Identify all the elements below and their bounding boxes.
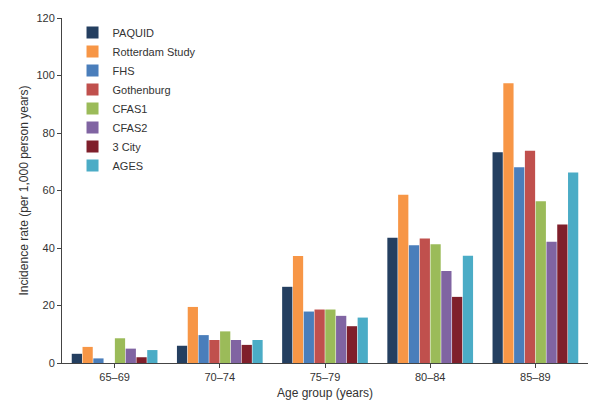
svg-text:3 City: 3 City <box>113 141 142 153</box>
svg-text:85–89: 85–89 <box>520 371 551 383</box>
svg-text:Incidence rate (per 1,000 pers: Incidence rate (per 1,000 person years) <box>17 85 31 295</box>
svg-text:CFAS1: CFAS1 <box>113 103 148 115</box>
svg-text:Age group (years): Age group (years) <box>277 386 373 400</box>
svg-text:70–74: 70–74 <box>205 371 236 383</box>
svg-text:40: 40 <box>43 242 55 254</box>
svg-text:Rotterdam Study: Rotterdam Study <box>113 46 196 58</box>
svg-text:FHS: FHS <box>113 65 135 77</box>
svg-text:60: 60 <box>43 184 55 196</box>
svg-text:Gothenburg: Gothenburg <box>113 84 171 96</box>
svg-text:75–79: 75–79 <box>310 371 341 383</box>
svg-text:CFAS2: CFAS2 <box>113 122 148 134</box>
svg-text:20: 20 <box>43 299 55 311</box>
svg-text:100: 100 <box>36 69 54 81</box>
svg-text:0: 0 <box>49 357 55 369</box>
svg-text:PAQUID: PAQUID <box>113 27 154 39</box>
svg-text:65–69: 65–69 <box>99 371 130 383</box>
svg-text:80: 80 <box>43 127 55 139</box>
svg-text:120: 120 <box>36 12 54 24</box>
svg-text:AGES: AGES <box>113 160 144 172</box>
svg-text:80–84: 80–84 <box>415 371 446 383</box>
